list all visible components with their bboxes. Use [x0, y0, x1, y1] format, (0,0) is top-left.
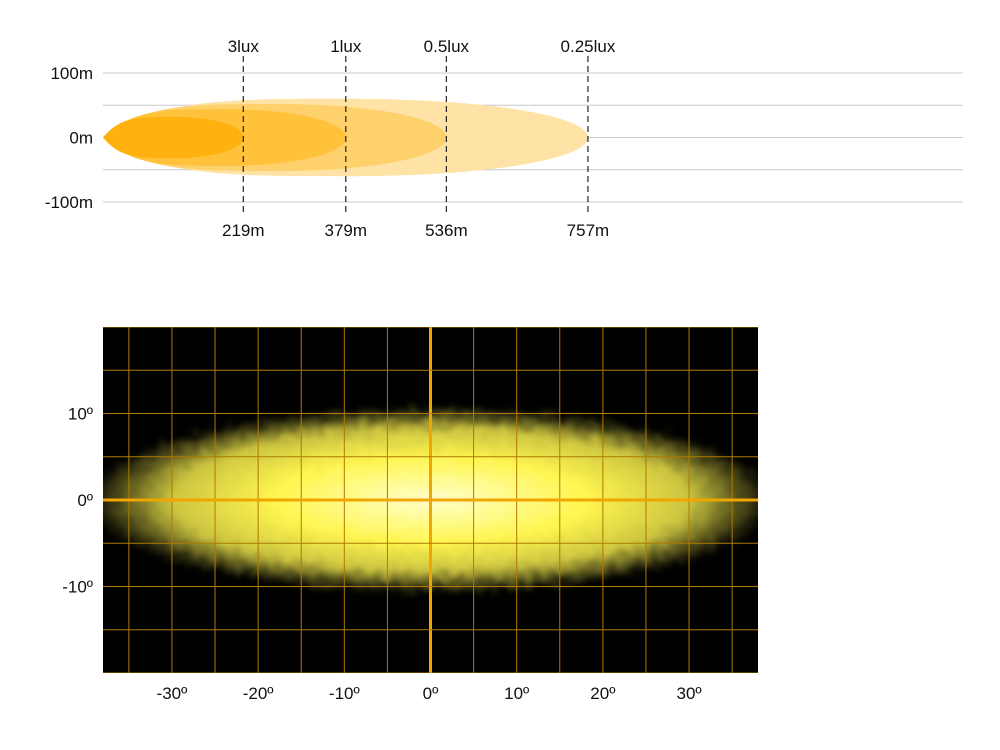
isolux-y-axis-labels: 100m 0m -100m [45, 64, 93, 212]
heatmap-x-tick-label: -10º [329, 684, 360, 703]
isolux-lux-label: 0.25lux [561, 37, 616, 56]
heatmap-x-tick-label: -30º [157, 684, 188, 703]
isolux-distance-label: 379m [325, 221, 368, 240]
isolux-distance-label: 757m [567, 221, 610, 240]
heatmap-gridlines [103, 327, 758, 673]
isolux-distance-label: 219m [222, 221, 265, 240]
heatmap-x-tick-label: 20º [590, 684, 615, 703]
isolux-distance-label: 536m [425, 221, 468, 240]
isolux-markers: 3lux 219m 1lux 379m 0.5lux 536m 0.25lux 757m [222, 37, 616, 240]
isolux-lux-label: 3lux [228, 37, 260, 56]
heatmap-x-tick-label: -20º [243, 684, 274, 703]
isolux-lux-label: 0.5lux [424, 37, 470, 56]
heatmap-x-tick-label: 30º [676, 684, 701, 703]
heatmap-x-tick-label: 10º [504, 684, 529, 703]
heatmap-x-axis-labels: -30º -20º -10º 0º 10º 20º 30º [157, 684, 702, 703]
heatmap-y-axis-labels: 10º 0º -10º [62, 405, 93, 597]
heatmap-y-tick-label: 10º [68, 405, 93, 424]
isolux-y-tick-label: 100m [50, 64, 93, 83]
heatmap-y-tick-label: -10º [62, 578, 93, 597]
isolux-y-tick-label: 0m [69, 129, 93, 148]
isolux-zone-3lux [103, 116, 244, 159]
isolux-y-tick-label: -100m [45, 193, 93, 212]
heatmap-y-tick-label: 0º [77, 491, 93, 510]
heatmap-x-tick-label: 0º [423, 684, 439, 703]
isolux-distance-chart: 3lux 219m 1lux 379m 0.5lux 536m 0.25lux 757m 10… [45, 37, 963, 240]
isolux-lux-label: 1lux [330, 37, 362, 56]
beam-angle-heatmap: -30º -20º -10º 0º 10º 20º 30º 10º 0º -10º [62, 327, 758, 703]
